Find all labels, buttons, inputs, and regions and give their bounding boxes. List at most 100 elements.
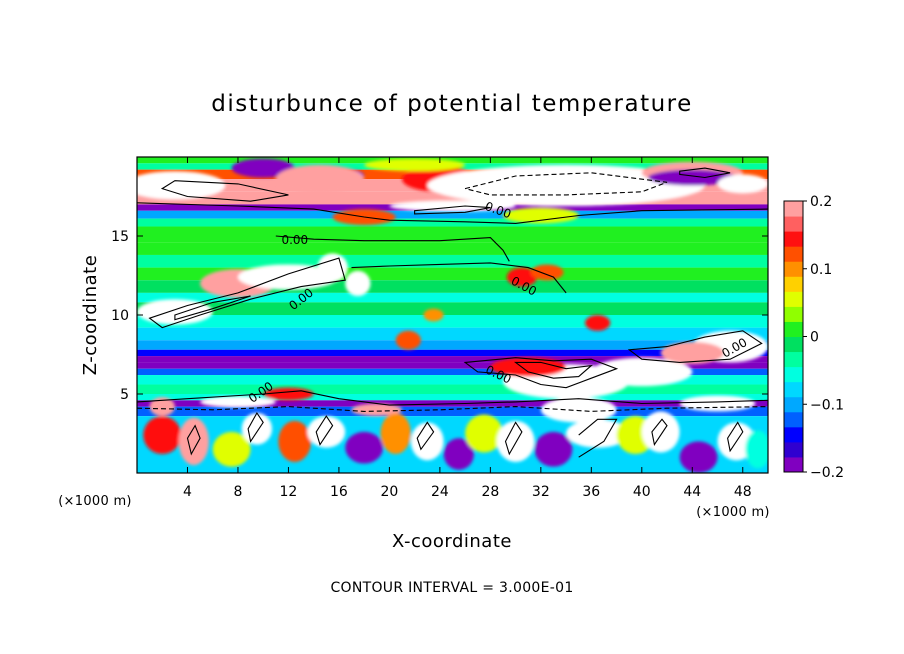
colorbar-swatch	[784, 396, 803, 413]
colorbar-swatch	[784, 201, 803, 217]
contour-lines	[137, 167, 768, 458]
heat-band	[137, 292, 768, 303]
contour-interval-note: CONTOUR INTERVAL = 3.000E-01	[330, 580, 573, 596]
heat-band	[137, 254, 768, 268]
contour-line	[275, 235, 510, 262]
heat-blob	[443, 438, 474, 470]
heat-blob	[530, 264, 564, 281]
x-tick-label: 28	[481, 484, 499, 500]
heat-band	[137, 226, 768, 243]
heat-band	[137, 362, 768, 369]
heat-blob	[566, 419, 630, 448]
heat-band	[137, 327, 768, 341]
heat-band	[137, 302, 768, 315]
heat-blob	[745, 430, 768, 469]
contour-line	[727, 421, 744, 453]
heat-blob	[345, 270, 371, 297]
colorbar-tick-label: 0.2	[810, 194, 832, 210]
contour-line	[679, 167, 731, 179]
heat-blob	[540, 397, 617, 423]
heat-band	[137, 406, 768, 417]
contour-line	[160, 180, 289, 202]
heat-band	[137, 210, 768, 219]
y-unit-label: (×1000 m)	[58, 494, 132, 509]
colorbar-tick-label: −0.2	[810, 465, 844, 481]
heat-blob	[679, 395, 756, 412]
colorbar-swatch	[784, 231, 803, 247]
contour-line	[627, 330, 763, 363]
heat-band	[137, 340, 768, 350]
contour-line	[416, 421, 435, 451]
contour-line	[137, 406, 768, 412]
heat-blob	[212, 431, 251, 467]
heat-blob	[137, 299, 213, 325]
colorbar-swatch	[784, 261, 803, 277]
x-tick-label: 4	[183, 484, 192, 500]
heat-blob	[380, 412, 411, 455]
heat-blob	[452, 177, 680, 206]
y-tick-label: 15	[111, 229, 129, 245]
contour-line	[247, 411, 264, 443]
heat-blob	[679, 441, 718, 473]
x-tick-label: 12	[280, 484, 298, 500]
contour-line	[578, 418, 618, 458]
colorbar-swatch	[784, 291, 803, 307]
x-tick-label: 48	[734, 484, 752, 500]
y-tick-label: 5	[120, 387, 129, 403]
contour-line	[315, 415, 334, 446]
contour-line	[351, 262, 567, 294]
x-unit-label: (×1000 m)	[696, 505, 770, 520]
colorbar-swatch	[784, 216, 803, 232]
chart-title: disturbunce of potential temperature	[211, 91, 693, 117]
heat-blob	[506, 267, 538, 287]
contour-line	[463, 357, 619, 389]
heat-band	[137, 242, 768, 255]
x-tick-label: 36	[582, 484, 600, 500]
heat-band	[137, 368, 768, 376]
heat-blob	[496, 420, 535, 462]
heat-blob	[149, 397, 175, 417]
heat-blob	[465, 414, 503, 453]
colorbar-tick-label: −0.1	[810, 397, 844, 413]
contour-line	[174, 295, 251, 321]
heat-band	[137, 218, 768, 227]
colorbar-swatch	[784, 306, 803, 322]
heat-band	[137, 356, 768, 363]
contour-line	[513, 361, 594, 379]
heat-blob	[591, 357, 693, 387]
x-tick-label: 20	[380, 484, 398, 500]
contour-line	[148, 257, 346, 329]
heat-band	[137, 349, 768, 357]
heat-blob	[241, 412, 273, 445]
colorbar-swatch	[784, 351, 803, 368]
x-tick-label: 8	[233, 484, 242, 500]
heat-blob	[275, 164, 365, 194]
heat-band	[137, 315, 768, 328]
heat-blob	[641, 411, 680, 453]
colorbar-swatch	[784, 426, 803, 443]
heat-blob	[178, 417, 209, 466]
heat-blob	[490, 357, 567, 377]
heat-blob	[307, 416, 346, 448]
heat-blob	[502, 207, 579, 224]
x-axis: 4 8 12 16 20 24 28 32 36 40 44 48	[183, 157, 752, 500]
heatmap-field: 0.000.00 0.000.000.000.000.00	[137, 157, 768, 473]
heat-blob	[660, 341, 724, 364]
colorbar-swatch	[784, 246, 803, 262]
colorbar-tick-label: 0	[810, 330, 819, 346]
colorbar-tick-label: 0.1	[810, 262, 832, 278]
y-axis-label: Z-coordinate	[80, 255, 101, 376]
colorbar-swatch	[784, 336, 803, 353]
x-tick-label: 16	[330, 484, 348, 500]
colorbar-swatch	[784, 381, 803, 398]
contour-line	[414, 205, 491, 215]
colorbar: 0.2 0.1 0 −0.1 −0.2	[783, 194, 844, 481]
colorbar-swatch	[784, 321, 803, 337]
heat-blob	[143, 416, 182, 455]
heat-blob	[717, 174, 768, 194]
heat-blob	[137, 171, 226, 200]
colorbar-swatch	[784, 411, 803, 428]
heat-band	[137, 384, 768, 394]
x-tick-label: 32	[532, 484, 550, 500]
